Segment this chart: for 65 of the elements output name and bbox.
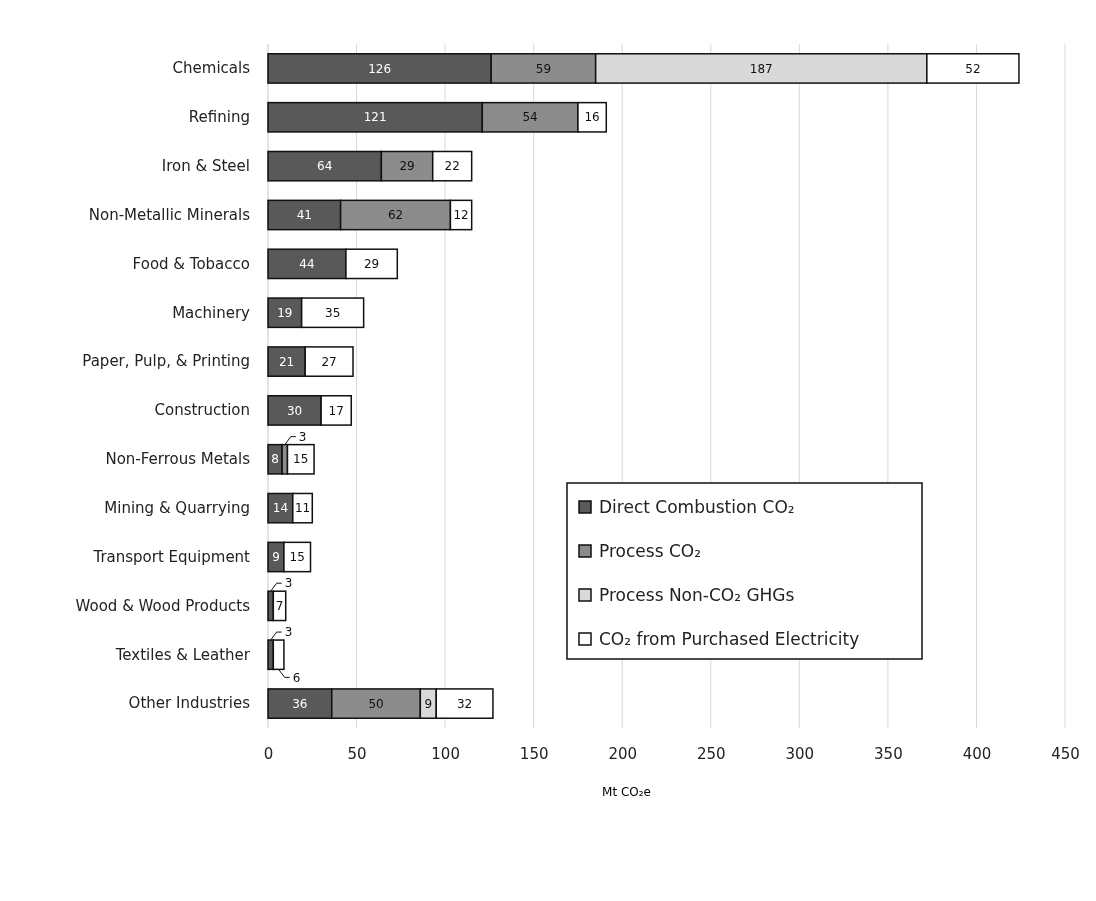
data-label: 30 xyxy=(286,403,303,418)
data-label: 187 xyxy=(749,61,773,76)
x-tick-label: 50 xyxy=(347,744,367,763)
legend-label: Process CO₂ xyxy=(599,540,701,561)
data-label: 35 xyxy=(325,305,341,320)
x-tick-label: 450 xyxy=(1051,744,1080,763)
data-label: 8 xyxy=(271,452,279,467)
data-label: 29 xyxy=(399,159,415,174)
data-label: 6 xyxy=(292,670,301,685)
data-label: 9 xyxy=(272,550,280,565)
data-label: 11 xyxy=(294,501,311,516)
y-tick-label: Chemicals xyxy=(172,59,251,78)
y-tick-label: Refining xyxy=(188,108,250,127)
data-label: 22 xyxy=(444,159,460,174)
data-label: 17 xyxy=(328,403,344,418)
data-label: 36 xyxy=(292,696,308,711)
y-tick-label: Other Industries xyxy=(128,694,251,713)
data-label: 52 xyxy=(965,61,981,76)
legend-label: Direct Combustion CO₂ xyxy=(599,496,795,517)
x-axis-title: Mt CO₂e xyxy=(602,785,651,799)
data-label: 19 xyxy=(277,305,293,320)
y-tick-label: Transport Equipment xyxy=(92,547,251,566)
y-tick-label: Paper, Pulp, & Printing xyxy=(82,352,250,371)
data-label: 21 xyxy=(278,354,295,369)
x-tick-label: 0 xyxy=(263,744,274,763)
data-label: 32 xyxy=(456,696,473,711)
data-label: 7 xyxy=(275,599,284,614)
y-tick-label: Food & Tobacco xyxy=(132,254,250,273)
data-label: 15 xyxy=(289,550,305,565)
data-label: 121 xyxy=(363,110,387,125)
data-label: 59 xyxy=(535,61,552,76)
y-tick-label: Non-Metallic Minerals xyxy=(88,205,251,224)
y-tick-label: Iron & Steel xyxy=(161,156,250,175)
x-tick-label: 150 xyxy=(519,744,549,763)
data-label: 50 xyxy=(368,696,384,711)
y-tick-label: Non-Ferrous Metals xyxy=(105,450,251,469)
data-label: 16 xyxy=(584,110,600,125)
y-tick-label: Construction xyxy=(154,401,250,420)
x-tick-label: 100 xyxy=(431,744,460,763)
data-label: 41 xyxy=(296,208,312,223)
data-label: 15 xyxy=(293,452,309,467)
data-label: 3 xyxy=(284,576,293,591)
x-tick-label: 200 xyxy=(608,744,638,763)
data-label: 9 xyxy=(424,696,433,711)
data-label: 12 xyxy=(453,208,469,223)
y-tick-label: Machinery xyxy=(172,303,251,322)
data-label: 64 xyxy=(317,159,333,174)
y-tick-label: Textiles & Leather xyxy=(114,645,251,664)
data-label: 54 xyxy=(522,110,538,125)
x-tick-label: 250 xyxy=(696,744,726,763)
data-label: 44 xyxy=(299,257,315,272)
y-tick-label: Wood & Wood Products xyxy=(75,596,251,615)
data-label: 29 xyxy=(363,257,380,272)
data-label: 14 xyxy=(272,501,289,516)
x-tick-label: 400 xyxy=(962,744,992,763)
data-label: 3 xyxy=(298,429,307,444)
legend-label: Process Non-CO₂ GHGs xyxy=(599,584,795,605)
data-label: 27 xyxy=(321,354,337,369)
x-tick-label: 350 xyxy=(874,744,903,763)
data-label: 3 xyxy=(284,625,293,640)
y-tick-label: Mining & Quarrying xyxy=(104,498,250,517)
data-label: 62 xyxy=(387,208,404,223)
data-label: 126 xyxy=(368,61,392,76)
x-tick-label: 300 xyxy=(785,744,815,763)
legend-label: CO₂ from Purchased Electricity xyxy=(599,628,860,649)
